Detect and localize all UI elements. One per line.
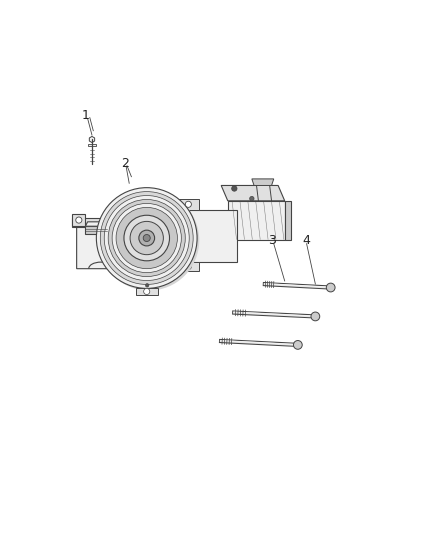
Circle shape bbox=[76, 217, 82, 223]
Circle shape bbox=[232, 186, 237, 191]
Polygon shape bbox=[77, 227, 125, 269]
Circle shape bbox=[124, 215, 170, 261]
Circle shape bbox=[139, 230, 155, 246]
Circle shape bbox=[250, 197, 254, 201]
Polygon shape bbox=[136, 288, 158, 295]
Circle shape bbox=[145, 284, 149, 287]
Circle shape bbox=[144, 288, 150, 295]
Polygon shape bbox=[177, 262, 199, 271]
Polygon shape bbox=[221, 185, 285, 201]
Circle shape bbox=[311, 312, 320, 321]
Circle shape bbox=[185, 201, 191, 207]
Text: 4: 4 bbox=[303, 233, 311, 247]
Text: 3: 3 bbox=[268, 233, 276, 247]
Circle shape bbox=[326, 283, 335, 292]
Circle shape bbox=[108, 199, 185, 277]
Text: 1: 1 bbox=[81, 109, 89, 122]
Polygon shape bbox=[72, 219, 116, 227]
Polygon shape bbox=[171, 209, 237, 262]
Circle shape bbox=[130, 221, 163, 255]
Polygon shape bbox=[88, 144, 96, 147]
Circle shape bbox=[104, 196, 189, 280]
Polygon shape bbox=[89, 136, 95, 142]
Polygon shape bbox=[228, 201, 285, 240]
Circle shape bbox=[116, 207, 177, 269]
Circle shape bbox=[293, 341, 302, 349]
Circle shape bbox=[111, 217, 117, 223]
Polygon shape bbox=[72, 214, 85, 226]
Circle shape bbox=[143, 235, 150, 241]
Circle shape bbox=[100, 191, 193, 285]
Circle shape bbox=[112, 204, 181, 273]
Circle shape bbox=[99, 190, 199, 290]
Polygon shape bbox=[85, 226, 107, 233]
Text: 2: 2 bbox=[121, 157, 129, 170]
Polygon shape bbox=[85, 222, 110, 226]
Circle shape bbox=[185, 263, 191, 270]
Polygon shape bbox=[285, 201, 291, 240]
Polygon shape bbox=[107, 214, 120, 226]
Circle shape bbox=[96, 188, 197, 288]
Polygon shape bbox=[256, 183, 272, 201]
Polygon shape bbox=[177, 199, 199, 209]
Polygon shape bbox=[252, 179, 274, 185]
